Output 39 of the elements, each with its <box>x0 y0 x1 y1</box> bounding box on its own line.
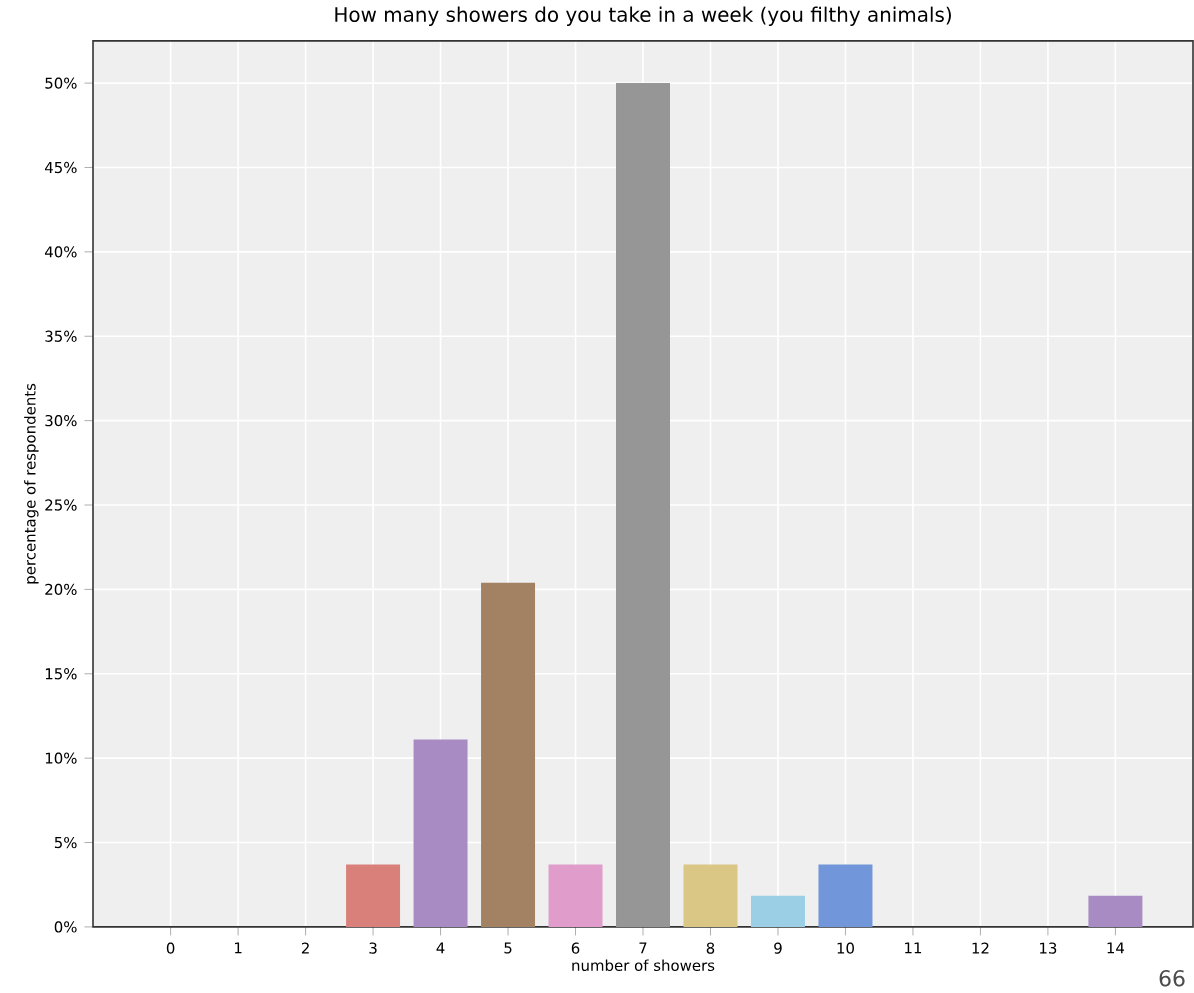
y-tick-label: 20% <box>45 583 77 595</box>
x-tick-label: 4 <box>436 942 445 954</box>
y-tick-label: 25% <box>45 499 77 511</box>
y-tick-label: 50% <box>45 77 77 89</box>
y-tick-label: 5% <box>54 836 77 849</box>
x-tick-label: 11 <box>905 942 922 954</box>
x-tick-label: 13 <box>1040 942 1057 954</box>
y-tick-label: 10% <box>45 752 77 764</box>
x-tick-label: 8 <box>706 942 715 954</box>
x-tick-label: 14 <box>1107 942 1125 954</box>
bar <box>413 739 468 927</box>
y-tick-label: 35% <box>45 330 77 342</box>
y-axis-title: percentage of respondents <box>24 383 39 584</box>
x-tick-label: 0 <box>166 942 175 954</box>
chart-title: How many showers do you take in a week (you filthy animals) <box>335 6 951 26</box>
bar <box>1088 895 1143 927</box>
x-tick-label: 7 <box>639 942 647 954</box>
bar <box>818 864 873 927</box>
bar <box>548 864 603 927</box>
bar <box>683 864 738 927</box>
x-tick-label: 9 <box>774 942 782 954</box>
x-axis-title: number of showers <box>572 959 715 971</box>
y-tick-label: 40% <box>44 246 77 258</box>
bar <box>481 582 536 927</box>
bar <box>616 83 670 927</box>
bar <box>750 895 805 927</box>
x-tick-label: 2 <box>301 942 309 954</box>
x-tick-label: 5 <box>504 942 512 954</box>
y-tick-label: 45% <box>44 161 77 174</box>
text: 66 <box>1159 969 1185 987</box>
x-tick-label: 1 <box>235 942 242 954</box>
bar <box>346 864 401 927</box>
y-tick-label: 30% <box>45 414 77 427</box>
y-tick-label: 0% <box>54 921 77 933</box>
x-tick-label: 12 <box>972 942 989 954</box>
x-tick-label: 3 <box>369 942 377 954</box>
y-tick-label: 15% <box>45 668 77 680</box>
x-tick-label: 10 <box>837 942 854 954</box>
x-tick-label: 6 <box>571 942 580 954</box>
